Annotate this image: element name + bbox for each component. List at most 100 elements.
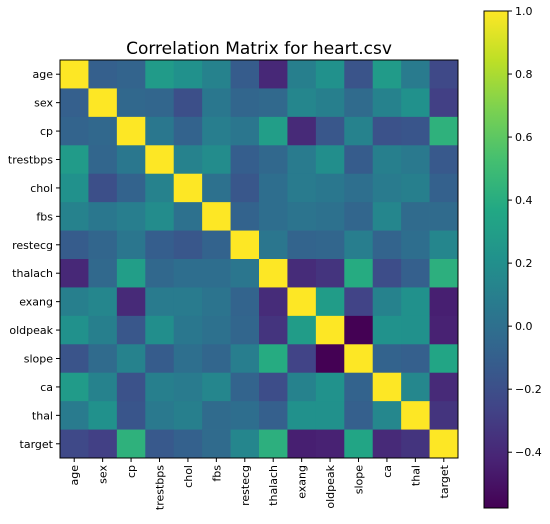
heatmap-cell-target-fbs [202, 429, 231, 459]
heatmap-cell-oldpeak-thalach [259, 315, 288, 345]
heatmap-cell-age-ca [372, 60, 402, 89]
heatmap-cell-oldpeak-cp [116, 315, 146, 345]
heatmap-cell-restecg-slope [344, 230, 374, 260]
heatmap-cell-chol-target [429, 173, 459, 203]
heatmap-cell-ca-exang [287, 372, 317, 402]
heatmap-cell-cp-sex [88, 116, 118, 146]
heatmap-cell-sex-ca [372, 88, 402, 118]
heatmap-cell-oldpeak-thal [401, 315, 430, 345]
heatmap-cell-exang-slope [344, 287, 374, 317]
heatmap-cell-thalach-restecg [230, 259, 260, 288]
x-tick-label-cp: cp [125, 465, 138, 478]
heatmap-cell-thal-age [60, 401, 89, 430]
heatmap-cell-thal-chol [173, 401, 203, 430]
heatmap-cell-chol-age [60, 173, 89, 203]
heatmap-cell-trestbps-slope [344, 145, 374, 175]
heatmap-cell-fbs-thalach [259, 202, 288, 231]
heatmap-cell-fbs-trestbps [145, 202, 175, 231]
colorbar-tick-label-4: 0.4 [515, 194, 533, 207]
heatmap-cell-age-oldpeak [315, 60, 345, 89]
heatmap-cell-cp-fbs [202, 116, 231, 146]
heatmap-cell-thal-slope [344, 401, 374, 430]
heatmap-cell-target-target [429, 429, 459, 459]
y-tick-label-fbs: fbs [36, 210, 53, 223]
heatmap-cell-target-ca [372, 429, 402, 459]
heatmap-cell-fbs-slope [344, 202, 374, 231]
heatmap-cell-exang-ca [372, 287, 402, 317]
heatmap-cell-ca-restecg [230, 372, 260, 402]
heatmap-cells [60, 60, 459, 459]
heatmap-cell-trestbps-restecg [230, 145, 260, 175]
heatmap-cell-age-chol [173, 60, 203, 89]
heatmap-cell-trestbps-thal [401, 145, 430, 175]
colorbar-tick-label-5: 0.6 [515, 131, 533, 144]
heatmap-cell-age-thalach [259, 60, 288, 89]
heatmap-cell-slope-exang [287, 344, 317, 374]
x-tick-label-chol: chol [182, 465, 195, 488]
heatmap-cell-restecg-age [60, 230, 89, 260]
heatmap-cell-cp-exang [287, 116, 317, 146]
heatmap-cell-sex-trestbps [145, 88, 175, 118]
heatmap-cell-restecg-restecg [230, 230, 260, 260]
y-tick-label-ca: ca [40, 381, 53, 394]
heatmap-cell-fbs-target [429, 202, 459, 231]
heatmap-cell-ca-chol [173, 372, 203, 402]
heatmap-cell-target-oldpeak [315, 429, 345, 459]
heatmap-cell-oldpeak-restecg [230, 315, 260, 345]
heatmap-cell-ca-fbs [202, 372, 231, 402]
x-tick-label-ca: ca [381, 465, 394, 478]
heatmap-cell-chol-exang [287, 173, 317, 203]
heatmap-cell-sex-oldpeak [315, 88, 345, 118]
heatmap-cell-age-trestbps [145, 60, 175, 89]
chart-title: Correlation Matrix for heart.csv [126, 39, 392, 59]
heatmap-cell-chol-oldpeak [315, 173, 345, 203]
x-tick-label-sex: sex [97, 465, 110, 484]
heatmap-cell-oldpeak-ca [372, 315, 402, 345]
heatmap-cell-exang-exang [287, 287, 317, 317]
y-tick-label-thal: thal [32, 409, 53, 422]
heatmap-cell-ca-thalach [259, 372, 288, 402]
heatmap-cell-slope-cp [116, 344, 146, 374]
x-tick-label-thalach: thalach [267, 465, 280, 506]
heatmap-cell-ca-oldpeak [315, 372, 345, 402]
heatmap-cell-trestbps-age [60, 145, 89, 175]
heatmap-cell-trestbps-sex [88, 145, 118, 175]
heatmap-cell-oldpeak-exang [287, 315, 317, 345]
heatmap-cell-restecg-oldpeak [315, 230, 345, 260]
heatmap-cell-exang-cp [116, 287, 146, 317]
heatmap-cell-sex-exang [287, 88, 317, 118]
heatmap-cell-age-cp [116, 60, 146, 89]
heatmap-cell-fbs-restecg [230, 202, 260, 231]
heatmap-cell-thal-restecg [230, 401, 260, 430]
heatmap-cell-slope-sex [88, 344, 118, 374]
heatmap-cell-thal-oldpeak [315, 401, 345, 430]
heatmap-cell-thalach-sex [88, 259, 118, 288]
y-tick-label-oldpeak: oldpeak [9, 324, 53, 337]
y-tick-label-exang: exang [19, 296, 53, 309]
heatmap-cell-exang-restecg [230, 287, 260, 317]
heatmap-cell-age-target [429, 60, 459, 89]
heatmap-cell-ca-target [429, 372, 459, 402]
colorbar-frame [483, 10, 509, 509]
heatmap-cell-slope-chol [173, 344, 203, 374]
heatmap-cell-age-sex [88, 60, 118, 89]
colorbar-tick-label-7: 1.0 [515, 5, 533, 18]
heatmap-cell-restecg-trestbps [145, 230, 175, 260]
heatmap-cell-slope-target [429, 344, 459, 374]
heatmap-cell-target-trestbps [145, 429, 175, 459]
heatmap-cell-chol-cp [116, 173, 146, 203]
heatmap-cell-target-thal [401, 429, 430, 459]
heatmap-cell-cp-slope [344, 116, 374, 146]
heatmap-cell-target-exang [287, 429, 317, 459]
heatmap-cell-slope-fbs [202, 344, 231, 374]
colorbar-tick-label-0: −0.4 [515, 446, 542, 459]
heatmap-cell-thal-trestbps [145, 401, 175, 430]
x-tick-label-thal: thal [409, 465, 422, 486]
heatmap-cell-ca-sex [88, 372, 118, 402]
y-tick-label-sex: sex [34, 97, 53, 110]
heatmap-cell-thalach-oldpeak [315, 259, 345, 288]
heatmap-cell-exang-oldpeak [315, 287, 345, 317]
heatmap-cell-age-age [60, 60, 89, 89]
heatmap-cell-thal-sex [88, 401, 118, 430]
heatmap-cell-trestbps-fbs [202, 145, 231, 175]
